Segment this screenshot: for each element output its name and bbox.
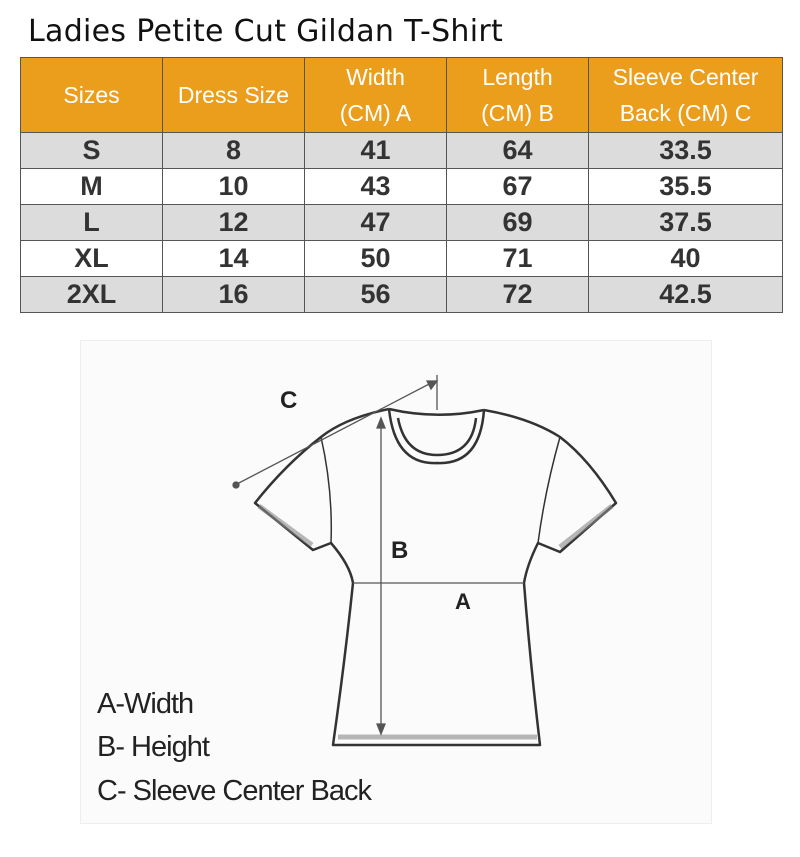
header-sizes: Sizes — [20, 57, 163, 133]
measure-c-line — [234, 381, 434, 486]
table-row: M 10 43 67 35.5 — [20, 168, 783, 205]
header-width: Width (CM) A — [304, 57, 447, 133]
label-c: C — [280, 387, 297, 414]
tshirt-diagram — [80, 340, 712, 824]
table-cell: 33.5 — [588, 132, 783, 169]
table-row: L 12 47 69 37.5 — [20, 204, 783, 241]
legend-width: A-Width — [97, 688, 194, 720]
table-header-row: Sizes Dress Size Width (CM) A Length (CM) … — [20, 57, 783, 133]
table-cell: L — [20, 204, 163, 241]
table-row: 2XL 16 56 72 42.5 — [20, 276, 783, 313]
header-text: (CM) A — [339, 100, 412, 126]
header-text: Dress Size — [177, 82, 290, 108]
table-cell: 42.5 — [588, 276, 783, 313]
size-chart-table: Sizes Dress Size Width (CM) A Length (CM) … — [20, 57, 783, 313]
legend-height: B- Height — [97, 731, 210, 763]
page-title: Ladies Petite Cut Gildan T-Shirt — [28, 14, 504, 49]
header-dress-size: Dress Size — [162, 57, 305, 133]
table-cell: 40 — [588, 240, 783, 277]
tshirt-outline — [253, 407, 618, 747]
table-cell: 2XL — [20, 276, 163, 313]
header-text: Length — [482, 64, 553, 90]
table-cell: 35.5 — [588, 168, 783, 205]
table-row: XL 14 50 71 40 — [20, 240, 783, 277]
table-cell: 64 — [446, 132, 589, 169]
header-text: Width — [346, 64, 405, 90]
header-text: Back (CM) C — [619, 100, 752, 126]
table-cell: 8 — [162, 132, 305, 169]
label-b: B — [391, 537, 408, 564]
table-cell: 14 — [162, 240, 305, 277]
table-cell: 41 — [304, 132, 447, 169]
collar — [387, 407, 486, 465]
table-cell: 72 — [446, 276, 589, 313]
table-cell: 69 — [446, 204, 589, 241]
table-cell: 47 — [304, 204, 447, 241]
seams — [320, 436, 561, 544]
table-cell: XL — [20, 240, 163, 277]
header-sleeve: Sleeve Center Back (CM) C — [588, 57, 783, 133]
table-cell: 16 — [162, 276, 305, 313]
table-cell: M — [20, 168, 163, 205]
header-text: Sleeve Center — [612, 64, 759, 90]
table-cell: 12 — [162, 204, 305, 241]
header-text: (CM) B — [481, 100, 554, 126]
table-cell: 37.5 — [588, 204, 783, 241]
table-cell: 56 — [304, 276, 447, 313]
table-cell: 43 — [304, 168, 447, 205]
table-row: S 8 41 64 33.5 — [20, 132, 783, 169]
table-cell: S — [20, 132, 163, 169]
table-cell: 10 — [162, 168, 305, 205]
table-cell: 50 — [304, 240, 447, 277]
legend-sleeve: C- Sleeve Center Back — [97, 775, 372, 807]
table-cell: 67 — [446, 168, 589, 205]
label-a: A — [455, 589, 471, 614]
header-text: Sizes — [63, 82, 120, 108]
